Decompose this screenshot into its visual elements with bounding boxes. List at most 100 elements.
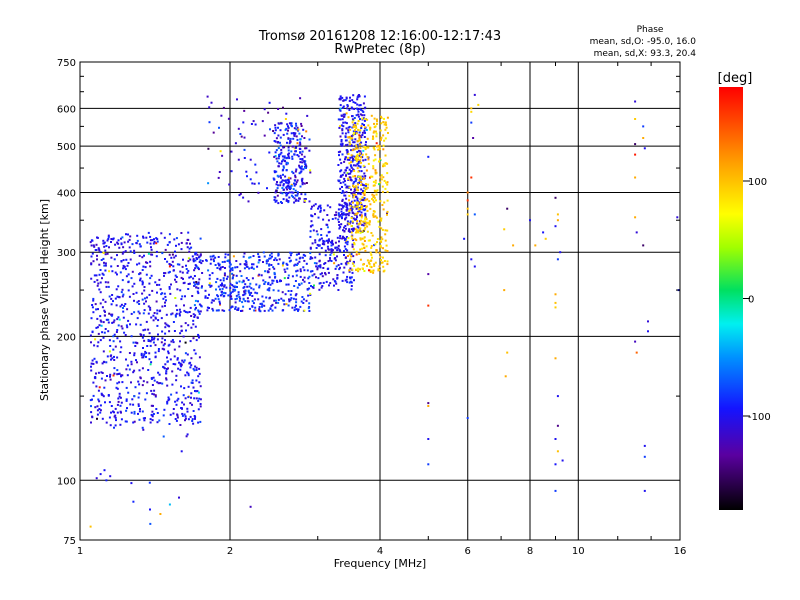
data-point xyxy=(364,117,367,120)
data-point xyxy=(263,309,266,312)
data-point xyxy=(288,122,291,125)
data-point xyxy=(643,444,646,447)
data-point xyxy=(279,174,282,177)
data-point xyxy=(219,268,222,271)
data-point xyxy=(200,286,203,289)
data-point xyxy=(274,200,277,203)
data-point xyxy=(130,312,133,315)
data-point xyxy=(95,249,98,251)
data-point xyxy=(334,217,337,220)
data-point xyxy=(221,293,224,296)
data-point xyxy=(168,287,171,290)
data-point xyxy=(195,368,198,371)
data-point xyxy=(157,350,160,353)
data-point xyxy=(155,300,158,303)
data-point xyxy=(96,258,98,261)
data-point xyxy=(274,275,277,278)
data-point xyxy=(360,152,363,155)
data-point xyxy=(350,288,353,291)
data-point xyxy=(229,287,232,289)
data-point xyxy=(363,126,366,129)
data-point xyxy=(142,347,144,349)
data-point xyxy=(346,204,348,207)
data-point xyxy=(144,350,147,353)
data-point xyxy=(90,362,93,365)
data-point xyxy=(197,421,200,424)
data-point xyxy=(157,348,160,350)
data-point xyxy=(188,311,191,313)
data-point xyxy=(136,263,138,266)
data-point xyxy=(303,137,306,139)
data-point xyxy=(466,213,469,216)
data-point xyxy=(198,397,201,400)
data-point xyxy=(215,309,218,312)
data-point xyxy=(340,175,343,178)
data-point xyxy=(217,309,220,312)
data-point xyxy=(221,309,224,312)
data-point xyxy=(175,276,178,278)
data-point xyxy=(185,268,188,270)
data-point xyxy=(234,307,237,310)
data-point xyxy=(296,192,299,195)
data-point xyxy=(180,385,182,388)
data-point xyxy=(242,305,245,308)
data-point xyxy=(298,144,301,147)
data-point xyxy=(277,262,280,265)
data-point xyxy=(366,225,369,228)
data-point xyxy=(352,248,355,251)
data-point xyxy=(360,207,363,210)
data-point xyxy=(149,242,152,245)
data-point xyxy=(319,204,322,207)
data-point xyxy=(131,243,134,246)
data-point xyxy=(354,122,357,125)
data-point xyxy=(101,417,104,420)
data-point xyxy=(95,372,97,375)
data-point xyxy=(345,122,348,125)
data-point xyxy=(284,179,287,182)
data-point xyxy=(166,260,169,263)
data-point xyxy=(365,245,368,248)
data-point xyxy=(362,149,365,152)
data-point xyxy=(305,299,308,302)
data-point xyxy=(153,379,156,382)
data-point xyxy=(195,257,198,259)
data-point xyxy=(199,385,202,388)
data-point xyxy=(171,339,174,341)
data-point xyxy=(161,330,164,333)
data-point xyxy=(118,246,121,249)
data-point xyxy=(177,397,180,400)
data-point xyxy=(346,185,349,188)
chart-subtitle: RwPretec (8p) xyxy=(334,42,425,57)
data-point xyxy=(180,248,183,251)
data-point xyxy=(371,138,374,140)
data-point xyxy=(339,143,342,146)
data-point xyxy=(470,176,473,179)
data-point xyxy=(92,299,95,302)
data-point xyxy=(192,410,195,412)
data-point xyxy=(383,123,386,126)
data-point xyxy=(281,179,284,182)
data-point xyxy=(156,283,158,286)
data-point xyxy=(236,308,239,311)
data-point xyxy=(352,175,355,178)
data-point xyxy=(343,171,346,174)
data-point xyxy=(145,236,148,239)
data-point xyxy=(343,237,346,240)
data-point xyxy=(277,184,280,187)
data-point xyxy=(348,281,351,284)
data-point xyxy=(348,158,351,161)
data-point xyxy=(339,107,342,110)
data-point xyxy=(382,134,385,137)
data-point xyxy=(361,175,364,178)
data-point xyxy=(339,125,342,127)
data-point xyxy=(351,271,354,274)
data-point xyxy=(180,329,183,332)
data-point xyxy=(101,372,104,374)
data-point xyxy=(104,253,107,256)
data-point xyxy=(272,289,275,292)
data-point xyxy=(308,275,311,278)
data-point xyxy=(322,243,324,245)
data-point xyxy=(300,165,303,168)
data-point xyxy=(379,244,382,247)
data-point xyxy=(302,168,305,171)
